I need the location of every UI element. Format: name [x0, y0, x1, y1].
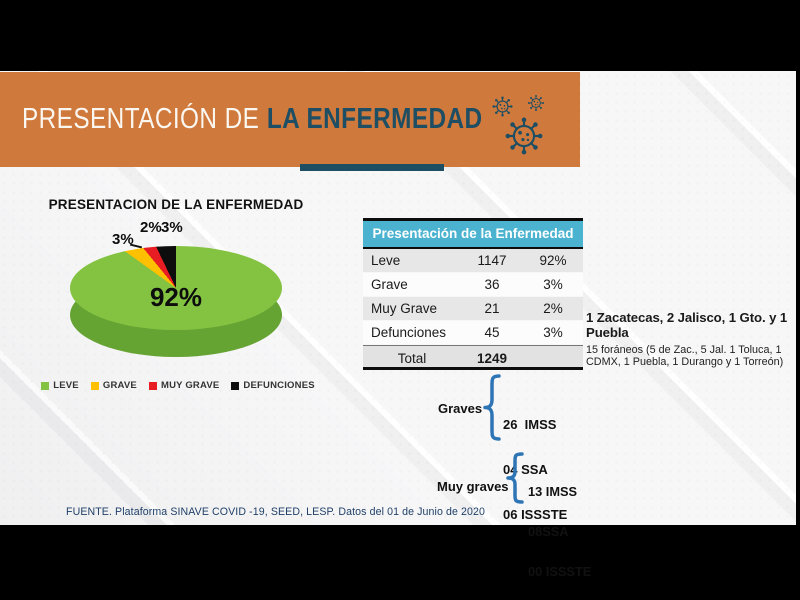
- breakdown-item: 13 IMSS: [528, 483, 578, 499]
- pie-slice-label-grave: 3%: [112, 231, 134, 248]
- legend-item-grave: GRAVE: [90, 380, 137, 391]
- states-note: 1 Zacatecas, 2 Jalisco, 1 Gto. y 1 Puebl…: [586, 310, 788, 340]
- pie-top-face: [70, 246, 282, 330]
- bottom-letterbox-bar: [0, 525, 800, 600]
- row-label: Muy Grave: [371, 301, 438, 316]
- total-value: 1249: [476, 351, 508, 366]
- virus-icon: [527, 94, 545, 112]
- graves-label: Graves: [438, 401, 483, 416]
- row-label: Leve: [371, 253, 401, 268]
- row-count: 21: [484, 301, 500, 316]
- pie-slice-label-muy-grave: 2%: [140, 219, 162, 236]
- legend-chip: [90, 381, 99, 390]
- pie-chart: 92%: [70, 240, 282, 360]
- legend-chip: [41, 381, 50, 390]
- breakdown-item: 00 ISSSTE: [528, 564, 592, 580]
- chart-title: PRESENTACION DE LA ENFERMEDAD: [48, 197, 304, 212]
- muy-graves-label: Muy graves: [437, 479, 509, 494]
- row-count: 36: [484, 277, 500, 292]
- legend-chip: [148, 381, 157, 390]
- total-label: Total: [397, 351, 427, 366]
- legend-item-leve: LEVE: [41, 380, 79, 391]
- row-label: Grave: [371, 277, 408, 292]
- legend-label: MUY GRAVE: [160, 380, 220, 391]
- brace-icon: [483, 374, 501, 441]
- graves-breakdown: 26 IMSS 04 SSA 06 ISSSTE: [503, 387, 567, 552]
- header-banner: PRESENTACIÓN DE LA ENFERMEDAD: [0, 72, 580, 167]
- legend-label: DEFUNCIONES: [243, 380, 315, 391]
- right-letterbox-bar: [796, 0, 800, 600]
- legend-label: GRAVE: [102, 380, 137, 391]
- row-percent: 3%: [543, 325, 563, 340]
- table-row: Defunciones 45 3%: [363, 321, 583, 345]
- breakdown-item: 08SSA: [528, 524, 569, 540]
- summary-table: Presentación de la Enfermedad Leve 1147 …: [363, 218, 583, 370]
- pie-slice-label-leve: 92%: [149, 282, 203, 312]
- title-accent-bar: [300, 164, 444, 171]
- pie-legend: LEVE GRAVE MUY GRAVE DEFUNCIONES: [41, 380, 315, 391]
- legend-label: LEVE: [53, 380, 79, 391]
- row-percent: 2%: [543, 301, 563, 316]
- muy-graves-breakdown: 13 IMSS 08SSA 00 ISSSTE: [528, 458, 591, 600]
- slide-title: PRESENTACIÓN DE LA ENFERMEDAD: [22, 72, 483, 167]
- table-row: Leve 1147 92%: [363, 249, 583, 273]
- source-note: FUENTE. Plataforma SINAVE COVID -19, SEE…: [66, 506, 485, 518]
- breakdown-item: 06 ISSSTE: [503, 507, 568, 522]
- table-row: Grave 36 3%: [363, 273, 583, 297]
- table-total-row: Total 1249: [363, 345, 583, 370]
- table-header: Presentación de la Enfermedad: [363, 218, 583, 249]
- row-label: Defunciones: [371, 325, 447, 340]
- slide-title-bold: LA ENFERMEDAD: [266, 103, 483, 135]
- brace-icon: [506, 452, 524, 504]
- pie-slice-label-defunciones: 3%: [161, 219, 183, 236]
- row-percent: 3%: [543, 277, 563, 292]
- row-count: 1147: [477, 253, 507, 268]
- breakdown-item: 26 IMSS: [503, 417, 557, 432]
- legend-item-defunciones: DEFUNCIONES: [231, 380, 315, 391]
- table-row: Muy Grave 21 2%: [363, 297, 583, 321]
- total-empty-cell: [523, 346, 583, 371]
- top-letterbox-bar: [0, 0, 800, 71]
- slide-title-light: PRESENTACIÓN DE: [22, 103, 260, 135]
- foraneos-note: 15 foráneos (5 de Zac., 5 Jal. 1 Toluca,…: [586, 344, 784, 368]
- row-count: 45: [484, 325, 500, 340]
- virus-icon: [504, 116, 544, 156]
- row-percent: 92%: [539, 253, 567, 268]
- legend-item-muy-grave: MUY GRAVE: [148, 380, 220, 391]
- legend-chip: [231, 381, 240, 390]
